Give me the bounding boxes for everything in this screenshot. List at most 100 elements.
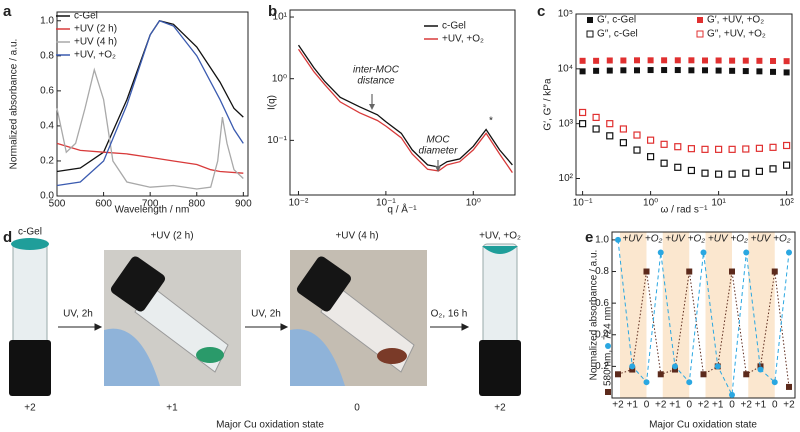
point xyxy=(715,57,722,64)
glove xyxy=(290,329,345,386)
point xyxy=(674,143,682,151)
x-tick-label: 10² xyxy=(779,198,794,209)
phase-band xyxy=(620,232,647,398)
point xyxy=(771,379,778,386)
point xyxy=(701,169,709,177)
y-tick-label: 0.8 xyxy=(595,266,609,277)
gel xyxy=(11,238,49,250)
panel-letter: b xyxy=(268,3,277,20)
x-tick-label: 800 xyxy=(188,199,205,210)
legend-swatch xyxy=(696,30,704,38)
point xyxy=(686,268,693,275)
phase-label: +UV xyxy=(751,234,772,245)
point xyxy=(633,146,641,154)
arrowhead xyxy=(280,323,289,331)
point xyxy=(728,170,736,178)
x-tick-label: 10⁻¹ xyxy=(573,198,593,209)
legend-label: G″, c-Gel xyxy=(597,29,638,40)
point xyxy=(757,363,764,370)
point xyxy=(700,249,707,256)
x-tick-label: 0 xyxy=(772,400,778,411)
x-tick-label: 0 xyxy=(729,400,735,411)
legend-label: c-Gel xyxy=(442,21,466,32)
photo xyxy=(9,238,51,396)
y-tick-label: 1.0 xyxy=(595,235,609,246)
y-tick-label: 10⁴ xyxy=(558,63,573,74)
point xyxy=(742,57,749,64)
point xyxy=(729,67,736,74)
annotation: * xyxy=(489,116,493,127)
photo-panel: d c-Gel +UV (2 h) +UV (4 h) +UV, +O₂ xyxy=(3,227,521,431)
y-tick-label: 10⁰ xyxy=(272,73,287,84)
point xyxy=(672,363,678,370)
plot-frame xyxy=(56,11,249,197)
point xyxy=(615,371,621,378)
legend-label: c-Gel xyxy=(74,11,98,22)
cap xyxy=(479,340,521,396)
phase-label: +UV xyxy=(708,234,729,245)
y-tick-label: 0.6 xyxy=(40,85,54,96)
point xyxy=(786,383,792,390)
vial xyxy=(12,241,48,353)
caption: +UV (4 h) xyxy=(335,231,378,242)
y-tick-label: 0.6 xyxy=(595,298,609,309)
point xyxy=(786,249,792,256)
x-axis-label: Major Cu oxidation state xyxy=(649,420,757,431)
gel xyxy=(377,348,407,364)
x-tick-label: +2 xyxy=(655,400,667,411)
phase-label: +UV xyxy=(665,234,686,245)
point xyxy=(770,68,777,75)
point xyxy=(578,120,587,128)
x-tick-label: 900 xyxy=(235,199,252,210)
y-tick-label: 0.2 xyxy=(595,361,609,372)
phase-band xyxy=(748,232,775,398)
point xyxy=(756,68,763,75)
point xyxy=(643,379,650,386)
cap xyxy=(9,340,51,396)
point xyxy=(769,143,777,151)
annotation: MOC xyxy=(426,135,450,146)
point xyxy=(686,379,693,386)
panel-letter: d xyxy=(3,229,12,246)
state-label: +2 xyxy=(494,403,506,414)
point xyxy=(606,57,613,64)
point xyxy=(783,141,791,150)
x-tick-label: 10⁻¹ xyxy=(376,198,396,209)
annotation: inter-MOC xyxy=(353,65,400,76)
x-tick-label: +2 xyxy=(698,400,710,411)
legend-label: G″, +UV, +O₂ xyxy=(707,29,766,40)
phase-label: +UV xyxy=(622,234,643,245)
point xyxy=(756,57,763,64)
x-tick-label: 10⁻² xyxy=(289,198,309,209)
point xyxy=(687,166,695,175)
legend-swatch xyxy=(587,17,593,23)
series-line xyxy=(56,67,244,190)
point xyxy=(579,57,586,64)
point xyxy=(729,57,736,64)
point xyxy=(657,249,664,256)
point xyxy=(728,145,736,153)
arrowhead xyxy=(461,323,470,331)
point xyxy=(757,366,764,373)
arrows xyxy=(58,323,470,331)
y-tick-label: 10¹ xyxy=(273,12,288,23)
x-tick-label: 10¹ xyxy=(711,198,726,209)
step-label: UV, 2h xyxy=(63,309,93,320)
point xyxy=(771,268,778,275)
x-tick-label: +1 xyxy=(627,400,639,411)
cap xyxy=(296,256,352,312)
legend-swatch xyxy=(697,17,703,23)
photo xyxy=(104,250,241,386)
panel-letter: a xyxy=(3,3,12,20)
series-line xyxy=(56,20,244,187)
x-tick-label: +2 xyxy=(783,400,795,411)
annotation: distance xyxy=(357,76,395,87)
point xyxy=(646,153,655,161)
point xyxy=(702,57,709,64)
point xyxy=(620,67,627,74)
x-tick-label: +1 xyxy=(669,400,681,411)
x-tick-label: 10⁰ xyxy=(466,198,481,209)
point xyxy=(715,145,723,153)
point xyxy=(688,57,695,64)
